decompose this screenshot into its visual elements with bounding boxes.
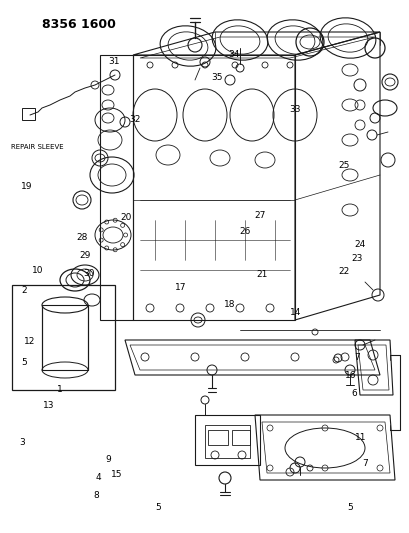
Text: 19: 19 [21, 182, 32, 191]
Text: 15: 15 [111, 470, 122, 479]
Text: 12: 12 [24, 337, 35, 345]
Text: 30: 30 [83, 269, 95, 278]
Text: 18: 18 [223, 301, 235, 309]
Text: 3: 3 [20, 438, 25, 447]
Text: 21: 21 [256, 270, 267, 279]
Text: 7: 7 [353, 353, 359, 361]
Text: 11: 11 [354, 433, 366, 441]
Text: 13: 13 [43, 401, 54, 409]
Text: 27: 27 [254, 212, 265, 220]
Text: 5: 5 [155, 503, 160, 512]
Text: 34: 34 [227, 50, 239, 59]
Text: 29: 29 [79, 252, 91, 260]
Text: 26: 26 [239, 228, 250, 236]
Text: 4: 4 [95, 473, 101, 481]
Text: 6: 6 [351, 389, 357, 398]
Text: 32: 32 [129, 116, 141, 124]
Text: 22: 22 [338, 268, 349, 276]
Text: 2: 2 [22, 286, 27, 295]
Text: 5: 5 [22, 358, 27, 367]
Text: 24: 24 [353, 240, 365, 248]
Text: 8: 8 [93, 491, 99, 500]
Text: 5: 5 [347, 503, 353, 512]
Text: 31: 31 [108, 57, 119, 66]
Text: 28: 28 [76, 233, 88, 241]
Text: 8356 1600: 8356 1600 [42, 18, 116, 31]
Text: 23: 23 [350, 254, 362, 263]
Text: REPAIR SLEEVE: REPAIR SLEEVE [11, 143, 63, 150]
Text: 35: 35 [211, 73, 222, 82]
Text: 9: 9 [106, 455, 111, 464]
Text: 1: 1 [56, 385, 62, 393]
Text: 10: 10 [32, 266, 43, 275]
Text: 25: 25 [338, 161, 349, 169]
Text: 17: 17 [174, 284, 186, 292]
Text: 20: 20 [120, 213, 132, 222]
Text: 7: 7 [361, 459, 367, 468]
Text: 14: 14 [289, 309, 300, 317]
Text: 16: 16 [344, 372, 355, 380]
Text: 33: 33 [289, 105, 300, 114]
